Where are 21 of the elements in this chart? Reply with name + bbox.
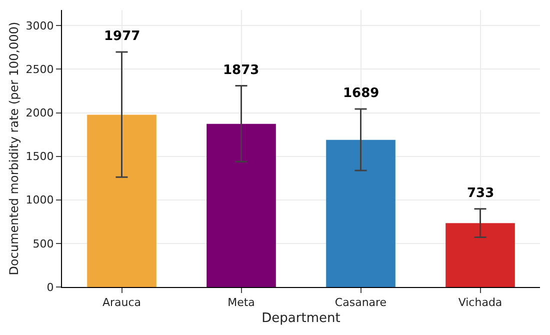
y-tick-label: 2000 [26,106,54,120]
x-tick-label: Casanare [334,296,387,310]
bar [326,140,396,287]
annotation: 733 [467,186,494,201]
y-tick-label: 2500 [26,63,54,76]
y-axis-title: Documented morbidity rate (per 100,000) [7,22,22,276]
bar [206,124,276,287]
y-tick-label: 0 [46,280,54,294]
annotation: 1689 [343,86,380,101]
y-tick-label: 500 [32,237,54,250]
bar [87,114,156,287]
x-tick-label: Meta [228,296,255,310]
annotation: 1873 [223,63,260,78]
x-tick-label: Arauca [102,296,142,310]
y-tick-label: 3000 [26,20,54,33]
x-axis-title: Department [262,310,340,326]
bar [446,223,515,287]
y-tick-label: 1000 [26,194,54,207]
x-tick-label: Vichada [458,296,502,310]
y-tick-label: 1500 [26,150,54,164]
annotation: 1977 [104,29,140,44]
